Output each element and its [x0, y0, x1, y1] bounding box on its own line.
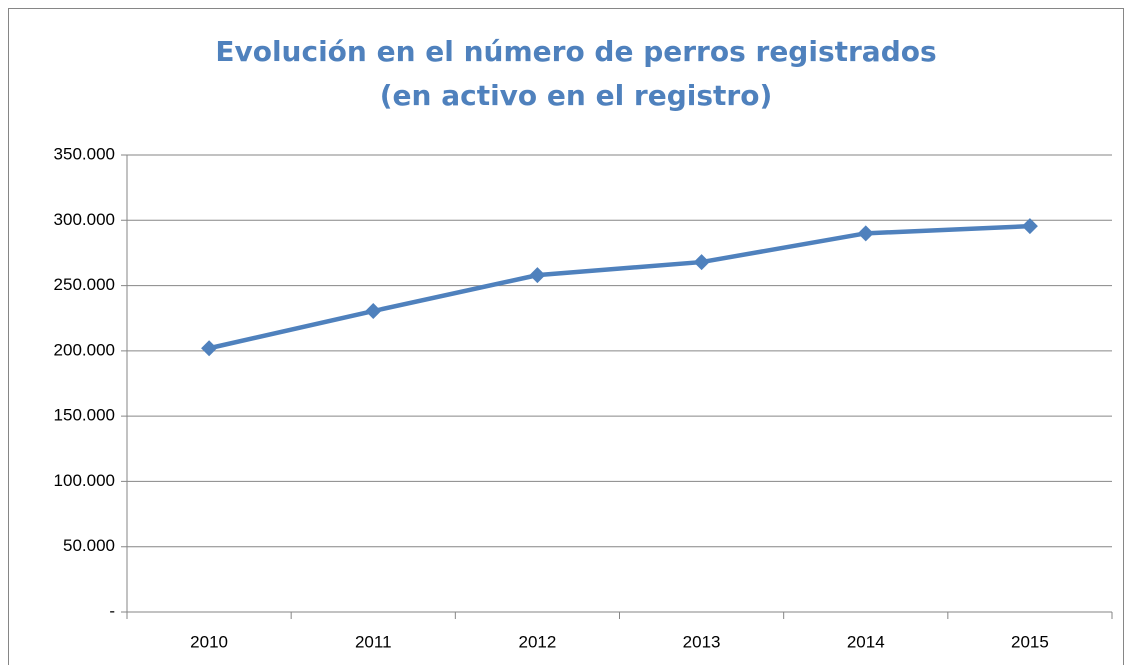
data-line	[208, 223, 1031, 351]
y-tick-label: 150.000	[54, 406, 115, 425]
x-tick-label: 2012	[519, 632, 557, 651]
data-point	[693, 254, 710, 271]
data-point	[365, 303, 382, 320]
x-tick-label: 2015	[1011, 632, 1049, 651]
y-tick-label: 100.000	[54, 471, 115, 490]
y-tick-label: 300.000	[54, 210, 115, 229]
y-tick-label: 250.000	[54, 275, 115, 294]
data-point	[201, 340, 218, 357]
y-tick-label: 50.000	[63, 536, 115, 555]
data-point	[1021, 218, 1038, 235]
x-tick-label: 2011	[355, 632, 392, 651]
data-point	[857, 225, 874, 242]
y-tick-label: 200.000	[54, 340, 115, 359]
chart-frame	[8, 8, 1124, 665]
data-point	[529, 267, 546, 284]
x-tick-label: 2013	[683, 632, 721, 651]
y-tick-label: -	[109, 601, 115, 620]
x-tick-label: 2014	[847, 632, 885, 651]
chart-title: Evolución en el número de perros registr…	[215, 35, 937, 112]
y-tick-label: 350.000	[54, 144, 115, 163]
x-tick-label: 2010	[190, 632, 228, 651]
